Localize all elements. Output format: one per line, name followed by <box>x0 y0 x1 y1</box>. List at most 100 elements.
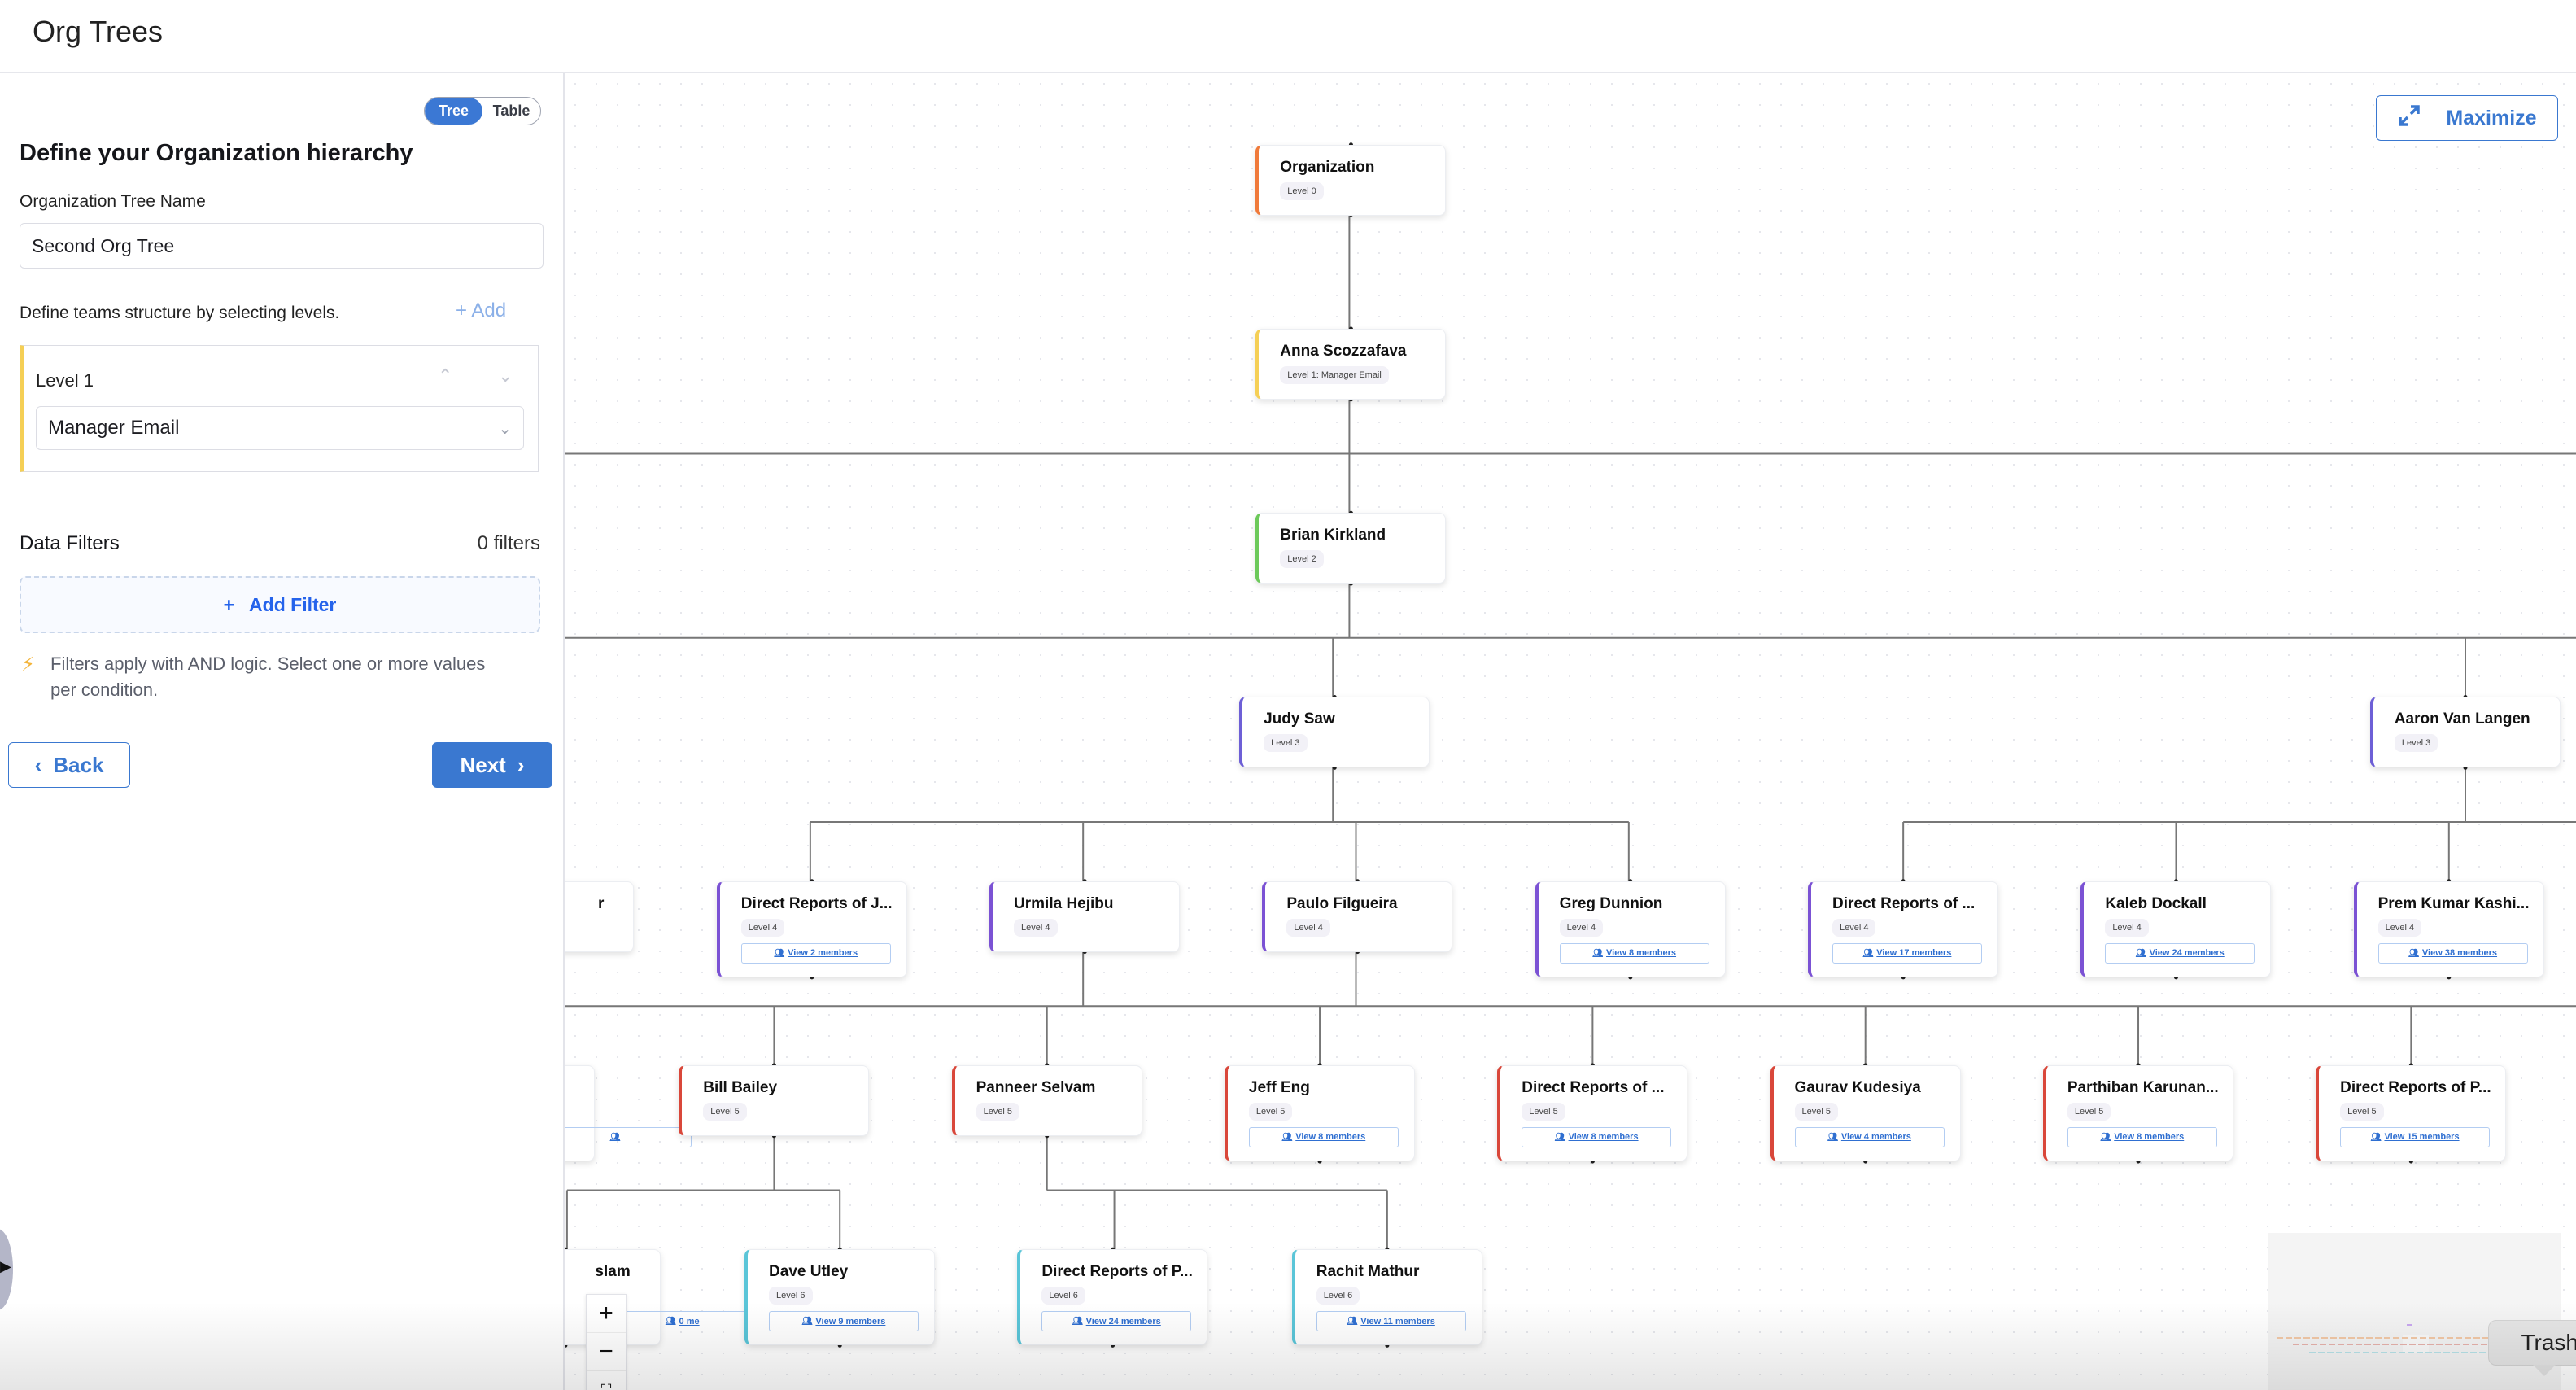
node-name: Bill Bailey <box>703 1078 778 1096</box>
view-toggle[interactable]: Tree Table <box>424 97 541 125</box>
view-members-button[interactable]: 👥︎ View 8 members <box>1522 1126 1672 1147</box>
view-members-button[interactable]: 👥︎ View 38 members <box>2377 942 2528 964</box>
org-node[interactable]: Aaron Van Langen Level 3 <box>2369 697 2561 768</box>
zoom-in-button[interactable]: + <box>587 1295 626 1333</box>
view-members-label: View 8 members <box>1606 948 1677 959</box>
people-icon: 👥︎ <box>2135 948 2146 958</box>
caret-right-icon: ▶ <box>0 1258 11 1274</box>
node-name: Paulo Filgueira <box>1286 894 1398 912</box>
toggle-table[interactable]: Table <box>492 103 530 119</box>
org-node[interactable]: r <box>565 881 635 952</box>
org-node[interactable]: Jeff Eng Level 5 👥︎ View 8 members <box>1224 1064 1415 1161</box>
tree-name-label: Organization Tree Name <box>20 192 206 211</box>
chevron-down-icon[interactable]: ⌄ <box>498 365 513 386</box>
plus-icon: + <box>456 299 468 321</box>
view-members-label: View 8 members <box>1295 1132 1366 1143</box>
view-members-button[interactable]: 👥︎ View 4 members <box>1794 1126 1945 1147</box>
view-members-button[interactable]: 👥︎ View 8 members <box>1559 942 1709 964</box>
org-node[interactable]: Parthiban Karunan... Level 5 👥︎ View 8 memb… <box>2042 1064 2233 1161</box>
view-members-button[interactable]: 👥︎ View 24 members <box>2105 942 2255 964</box>
view-members-button[interactable]: 👥︎ View 17 members <box>1832 942 1982 964</box>
hierarchy-panel: Tree Table Define your Organization hier… <box>0 73 565 1390</box>
back-button[interactable]: ‹ Back <box>8 742 130 788</box>
org-node[interactable]: Rachit Mathur Level 6 👥︎ View 11 members <box>1291 1249 1482 1346</box>
people-icon: 👥︎ <box>1592 948 1604 958</box>
org-node[interactable]: Bill Bailey Level 5 <box>679 1064 870 1136</box>
node-level-badge: Level 2 <box>1280 550 1324 569</box>
node-name: Parthiban Karunan... <box>2067 1078 2219 1096</box>
minimap[interactable] <box>2268 1233 2561 1390</box>
view-members-button[interactable]: 👥︎ 0 me <box>607 1311 758 1332</box>
org-node[interactable]: Direct Reports of P... Level 6 👥︎ View 24 m… <box>1017 1249 1208 1346</box>
org-node[interactable]: Direct Reports of ... Level 5 👥︎ View 8 mem… <box>1497 1064 1688 1161</box>
people-icon: 👥︎ <box>1827 1132 1838 1142</box>
fit-view-button[interactable]: ⛶ <box>587 1371 626 1390</box>
org-node[interactable]: Urmila Hejibu Level 4 <box>989 881 1181 952</box>
tree-name-input[interactable]: Second Org Tree <box>20 223 544 269</box>
node-name: Dave Utley <box>769 1263 849 1281</box>
org-node[interactable]: Judy Saw Level 3 <box>1239 697 1430 768</box>
level-field-value: Manager Email <box>48 417 180 439</box>
view-members-button[interactable]: 👥︎ <box>565 1126 692 1147</box>
next-button[interactable]: Next › <box>432 742 552 788</box>
people-icon: 👥︎ <box>774 948 785 958</box>
org-node[interactable]: Direct Reports of ... Level 4 👥︎ View 17 me… <box>1808 881 1998 977</box>
chevron-up-icon[interactable]: ⌃ <box>438 365 453 386</box>
org-node[interactable]: Organization Level 0 <box>1255 144 1447 216</box>
view-members-button[interactable]: 👥︎ View 24 members <box>1041 1311 1192 1332</box>
view-members-button[interactable]: 👥︎ View 9 members <box>769 1311 919 1332</box>
people-icon: 👥︎ <box>665 1317 676 1327</box>
view-members-button[interactable]: 👥︎ View 8 members <box>1248 1126 1399 1147</box>
org-node[interactable]: Direct Reports of P... Level 5 👥︎ View 15 m… <box>2316 1064 2507 1161</box>
add-filter-button[interactable]: + Add Filter <box>20 576 540 633</box>
view-members-button[interactable]: 👥︎ View 11 members <box>1316 1311 1466 1332</box>
org-node[interactable]: Brian Kirkland Level 2 <box>1255 513 1447 584</box>
trash-tooltip: Trash <box>2488 1320 2576 1376</box>
node-name: Direct Reports of ... <box>1832 894 1976 912</box>
node-name: Kaleb Dockall <box>2105 894 2207 912</box>
node-level-badge: Level 4 <box>1559 918 1604 937</box>
node-level-badge: Level 4 <box>1286 918 1330 937</box>
node-level-badge: Level 3 <box>1264 734 1308 753</box>
sidebar-expand-handle[interactable]: ▶ <box>0 1229 13 1310</box>
node-level-badge: Level 5 <box>1248 1102 1293 1121</box>
page-title: Org Trees <box>33 15 164 48</box>
org-node[interactable]: Greg Dunnion Level 4 👥︎ View 8 members <box>1535 881 1726 977</box>
view-members-button[interactable]: 👥︎ View 15 members <box>2340 1126 2491 1147</box>
org-node[interactable]: Kaleb Dockall Level 4 👥︎ View 24 members <box>2080 881 2272 977</box>
toggle-tree[interactable]: Tree <box>425 98 482 125</box>
node-name: Aaron Van Langen <box>2394 710 2530 728</box>
org-node[interactable]: Panneer Selvam Level 5 <box>951 1064 1142 1136</box>
org-node[interactable]: Dave Utley Level 6 👥︎ View 9 members <box>744 1249 936 1346</box>
org-node[interactable]: Prem Kumar Kashi... Level 4 👥︎ View 38 memb… <box>2353 881 2544 977</box>
zoom-out-button[interactable]: − <box>587 1333 626 1371</box>
org-node[interactable]: Paulo Filgueira Level 4 <box>1262 881 1453 952</box>
node-name: Urmila Hejibu <box>1014 894 1114 912</box>
node-level-badge: Level 5 <box>976 1102 1020 1121</box>
view-members-button[interactable]: 👥︎ View 8 members <box>2067 1126 2217 1147</box>
org-node[interactable]: Direct Reports of J... Level 4 👥︎ View 2 me… <box>716 881 907 977</box>
people-icon: 👥︎ <box>1554 1132 1565 1142</box>
maximize-button[interactable]: Maximize <box>2376 95 2558 141</box>
org-node[interactable]: 👥︎ <box>565 1064 692 1161</box>
node-name: Direct Reports of P... <box>1041 1263 1193 1281</box>
org-node[interactable]: Anna Scozzafava Level 1: Manager Email <box>1255 329 1447 400</box>
node-name: Greg Dunnion <box>1559 894 1663 912</box>
panel-heading: Define your Organization hierarchy <box>20 140 413 166</box>
org-tree-canvas[interactable]: Organization Level 0 Anna Scozzafava Level … <box>565 73 2576 1390</box>
people-icon: 👥︎ <box>1347 1317 1358 1327</box>
view-members-button[interactable]: 👥︎ View 2 members <box>740 942 891 964</box>
add-filter-label: Add Filter <box>249 593 337 615</box>
people-icon: 👥︎ <box>609 1132 621 1142</box>
chevron-right-icon: › <box>517 752 525 777</box>
add-level-button[interactable]: + Add <box>456 299 506 322</box>
level-field-select[interactable]: Manager Email ⌄ <box>36 406 524 450</box>
org-node[interactable]: Gaurav Kudesiya Level 5 👥︎ View 4 members <box>1770 1064 1961 1161</box>
tree-edges <box>565 142 2576 1348</box>
add-level-label: Add <box>471 299 507 321</box>
people-icon: 👥︎ <box>1072 1317 1083 1327</box>
filters-count: 0 filters <box>477 532 540 554</box>
view-members-label: View 2 members <box>788 948 858 959</box>
people-icon: 👥︎ <box>2408 948 2419 958</box>
node-level-badge: Level 5 <box>2340 1102 2384 1121</box>
